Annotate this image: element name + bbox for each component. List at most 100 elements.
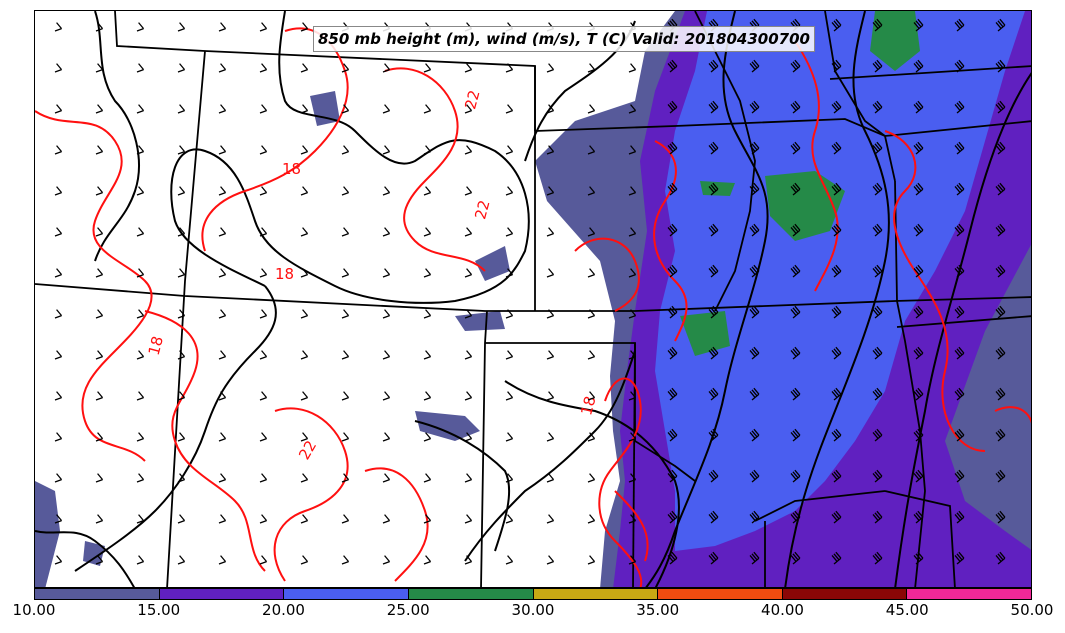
wind-barb: [300, 432, 309, 442]
state-border-line: [884, 490, 956, 587]
wind-barb: [505, 473, 514, 483]
wind-barb: [505, 432, 514, 442]
wind-barb: [341, 350, 350, 360]
wind-barb: [831, 141, 842, 155]
wind-barb: [341, 555, 350, 565]
wind-barb: [995, 141, 1006, 155]
wind-barb: [872, 346, 883, 360]
wind-barb: [667, 428, 678, 442]
wind-barb: [382, 104, 391, 114]
wind-barb: [177, 22, 186, 32]
wind-barb: [995, 305, 1006, 319]
wind-barb: [95, 391, 104, 401]
wind-barb: [218, 432, 227, 442]
wind-barb: [790, 141, 801, 155]
wind-barb: [628, 473, 637, 483]
wind-barb: [913, 551, 924, 565]
wind-barb: [831, 59, 842, 73]
height-contour: [645, 11, 769, 587]
wind-barb: [54, 309, 63, 319]
wind-barb: [954, 18, 965, 32]
wind-barb: [95, 63, 104, 73]
wind-barb: [790, 510, 801, 524]
wind-barb: [341, 309, 350, 319]
wind-barb: [505, 104, 514, 114]
wind-barb: [259, 309, 268, 319]
wind-barb: [790, 59, 801, 73]
wind-barb: [913, 59, 924, 73]
wind-barb: [54, 391, 63, 401]
wind-barb: [831, 223, 842, 237]
wind-barb: [423, 104, 432, 114]
wind-barb: [423, 268, 432, 278]
wind-barb: [218, 514, 227, 524]
colorbar-segment: [159, 589, 285, 599]
wind-shade-west-3: [415, 411, 480, 441]
wind-barb: [831, 100, 842, 114]
wind-barb: [136, 350, 145, 360]
wind-barb: [177, 104, 186, 114]
map-title: 850 mb height (m), wind (m/s), T (C) Val…: [313, 26, 815, 52]
wind-barb: [667, 141, 678, 155]
wind-barb: [749, 141, 760, 155]
wind-barb: [628, 63, 637, 73]
wind-barb: [505, 514, 514, 524]
wind-barb: [749, 305, 760, 319]
wind-barb: [667, 59, 678, 73]
wind-barb: [136, 145, 145, 155]
wind-barb: [954, 264, 965, 278]
wind-barb: [423, 555, 432, 565]
wind-barb: [259, 473, 268, 483]
wind-barb: [749, 387, 760, 401]
wind-barb: [872, 59, 883, 73]
wind-barb: [954, 551, 965, 565]
wind-barb: [954, 510, 965, 524]
wind-barb: [341, 186, 350, 196]
wind-barb: [995, 100, 1006, 114]
temperature-contour: [35, 110, 153, 462]
wind-barb: [628, 555, 637, 565]
wind-barb: [995, 182, 1006, 196]
wind-barb: [136, 63, 145, 73]
wind-barb: [546, 391, 555, 401]
contour-label: 18: [282, 160, 301, 178]
wind-barb: [341, 63, 350, 73]
wind-barb: [464, 432, 473, 442]
wind-barb: [954, 223, 965, 237]
contour-label: 22: [461, 88, 483, 111]
wind-barb: [667, 305, 678, 319]
wind-barb: [872, 100, 883, 114]
wind-barb: [464, 350, 473, 360]
contour-label: 18: [275, 265, 294, 283]
colorbar-segment: [35, 589, 160, 599]
wind-barb: [872, 387, 883, 401]
wind-barb: [954, 305, 965, 319]
wind-barb: [667, 182, 678, 196]
wind-shade-west-5: [475, 246, 510, 281]
temperature-contour: [794, 40, 839, 292]
state-border-line: [534, 118, 1031, 137]
wind-barb: [54, 432, 63, 442]
wind-barb: [54, 555, 63, 565]
wind-barb: [628, 514, 637, 524]
wind-barb: [54, 473, 63, 483]
wind-barb: [177, 227, 186, 237]
wind-barb: [259, 186, 268, 196]
wind-barb: [259, 145, 268, 155]
wind-barb: [995, 18, 1006, 32]
wind-barb: [464, 268, 473, 278]
height-contour: [35, 530, 136, 587]
wind-barb: [136, 473, 145, 483]
state-border-line: [754, 490, 886, 522]
wind-barb: [54, 63, 63, 73]
wind-barb: [749, 223, 760, 237]
wind-barb: [954, 387, 965, 401]
wind-barb: [790, 223, 801, 237]
wind-barb: [546, 227, 555, 237]
wind-barb: [382, 227, 391, 237]
wind-barb: [628, 186, 637, 196]
wind-barb: [708, 223, 719, 237]
wind-barb: [177, 432, 186, 442]
wind-barb: [300, 22, 309, 32]
contour-label: 22: [295, 437, 320, 463]
